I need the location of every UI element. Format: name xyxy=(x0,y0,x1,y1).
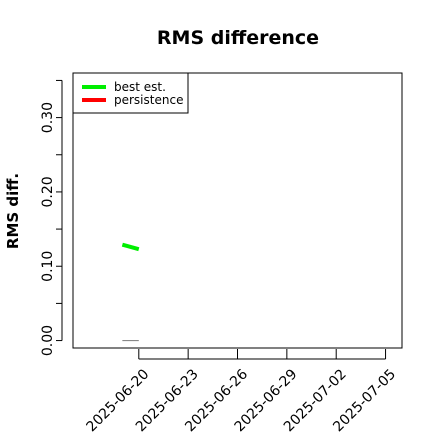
y-tick-label: 0.10 xyxy=(40,251,56,282)
y-axis-label: RMS diff. xyxy=(4,173,22,249)
legend-label: best est. xyxy=(114,80,166,94)
y-axis: 0.00 0.10 0.20 0.30 xyxy=(40,79,63,356)
y-tick-label: 0.30 xyxy=(40,102,56,133)
y-tick-label: 0.00 xyxy=(40,325,56,356)
series-line-1 xyxy=(121,242,140,252)
legend: best est.persistence xyxy=(72,72,189,114)
legend-box xyxy=(72,72,189,114)
y-tick-label: 0.20 xyxy=(40,176,56,207)
legend-label: persistence xyxy=(114,93,183,107)
plot-frame xyxy=(72,72,403,349)
x-axis: 2025-06-202025-06-232025-06-262025-06-29… xyxy=(84,349,399,435)
chart-title: RMS difference xyxy=(157,27,319,49)
series-layer xyxy=(121,242,140,342)
